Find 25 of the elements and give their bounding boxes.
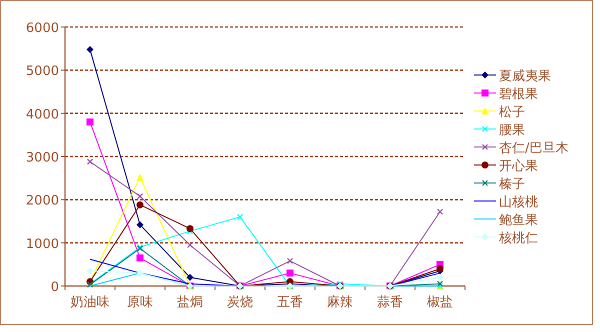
x-tick-label: 盐焗 (177, 295, 203, 310)
y-tick-label: 2000 (26, 194, 59, 209)
legend-label: 山核桃 (499, 195, 538, 210)
legend-label: 松子 (499, 105, 525, 120)
x-tick-label: 炭烧 (227, 295, 253, 310)
x-tick-label: 五香 (277, 295, 303, 310)
legend-label: 榛子 (499, 177, 525, 192)
legend-label: 鲍鱼果 (499, 213, 538, 228)
y-tick-label: 4000 (26, 107, 59, 122)
x-tick-label: 蒜香 (377, 295, 403, 310)
legend-label: 开心果 (499, 158, 538, 174)
legend-label: 杏仁/巴旦木 (499, 141, 568, 156)
legend-label: 碧根果 (499, 87, 538, 102)
x-tick-label: 麻辣 (327, 295, 353, 310)
x-tick-label: 椒盐 (427, 295, 453, 310)
y-tick-label: 6000 (26, 21, 59, 36)
legend-label: 腰果 (499, 123, 525, 138)
y-tick-label: 5000 (26, 64, 59, 80)
y-tick-label: 0 (50, 280, 59, 295)
x-tick-label: 奶油味 (70, 295, 110, 310)
y-tick-label: 1000 (26, 236, 59, 252)
legend-label: 核桃仁 (498, 231, 538, 246)
x-tick-label: 原味 (127, 295, 153, 310)
legend-label: 夏威夷果 (499, 69, 551, 84)
y-tick-label: 3000 (26, 150, 59, 166)
